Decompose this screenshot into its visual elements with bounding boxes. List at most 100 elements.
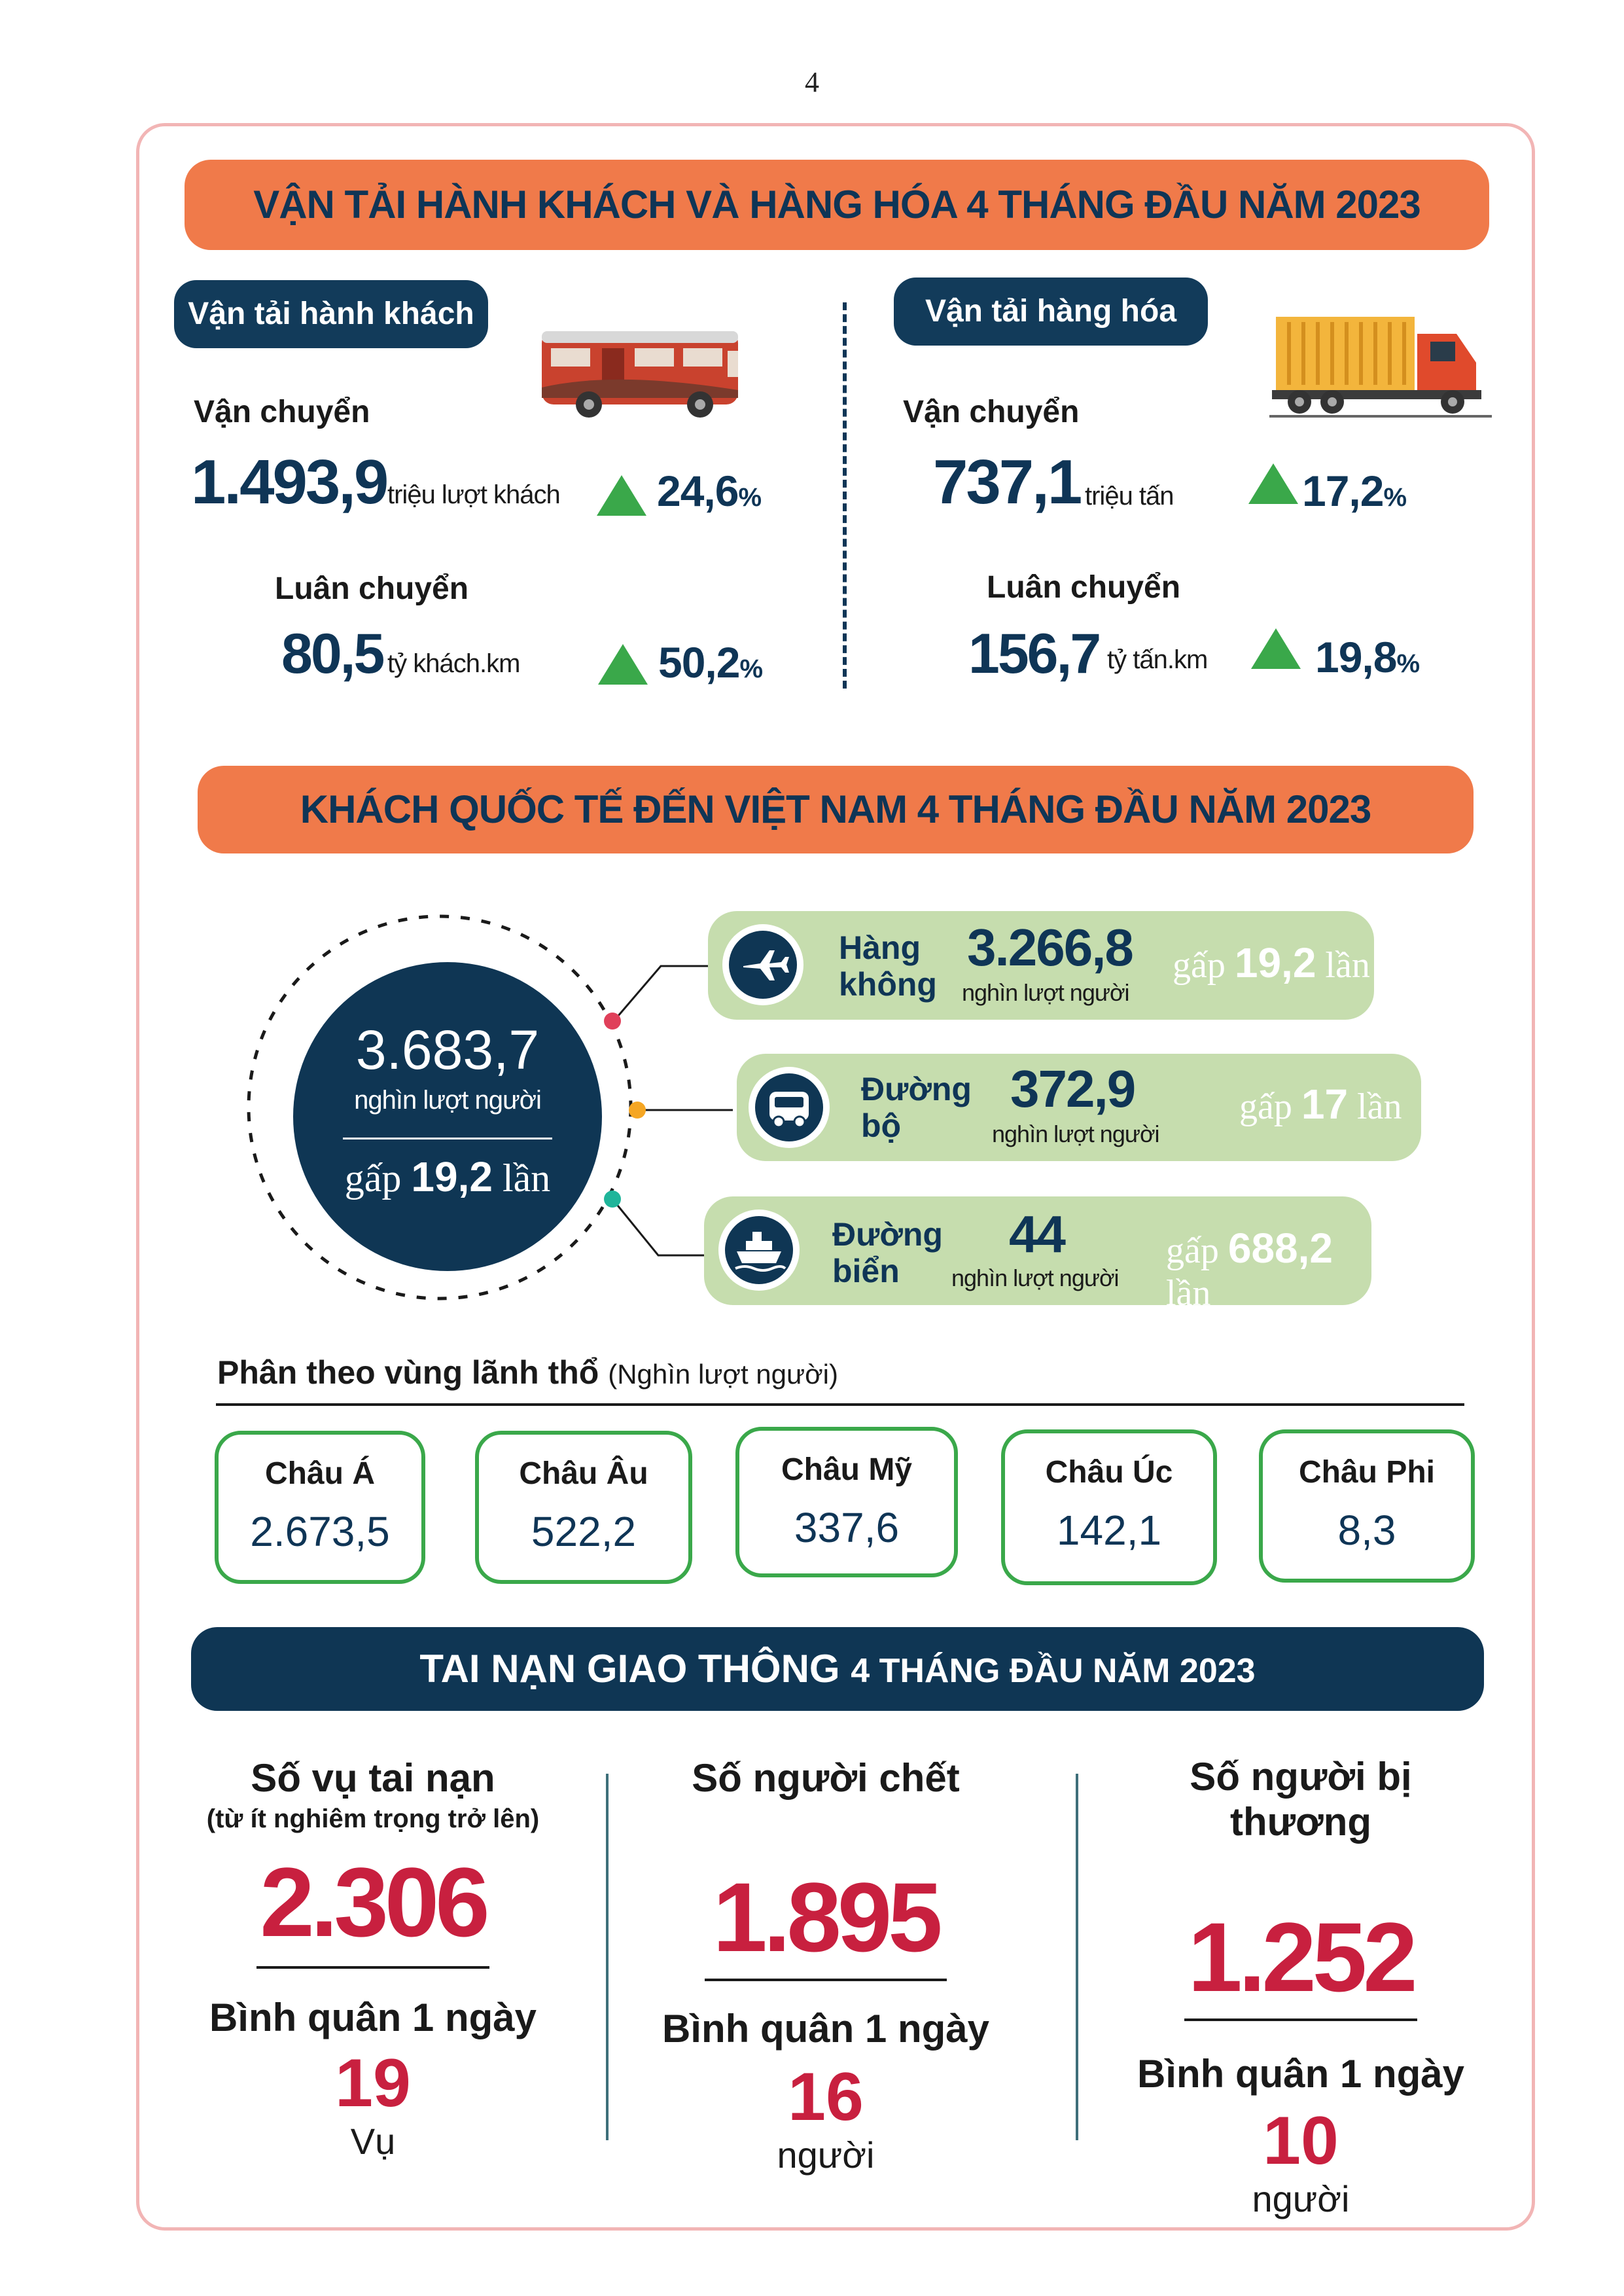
cargo-truck-icon bbox=[1269, 317, 1492, 418]
mode-name-line1: Hàng bbox=[839, 929, 921, 966]
accident-title: Số vụ tai nạn bbox=[251, 1756, 495, 1800]
mode-gap: gấp 19,2 lần bbox=[1173, 939, 1370, 987]
gap-value: 19,2 bbox=[1234, 939, 1316, 986]
region-name: Châu Á bbox=[265, 1456, 375, 1491]
regions-underline bbox=[216, 1403, 1464, 1406]
ship-icon bbox=[735, 1232, 786, 1272]
gap-suffix: lần bbox=[1166, 1273, 1211, 1314]
regions-heading: Phân theo vùng lãnh thổ (Nghìn lượt ngườ… bbox=[217, 1354, 838, 1391]
region-card-america: Châu Mỹ 337,6 bbox=[735, 1427, 958, 1577]
up-triangle-icon bbox=[1248, 463, 1298, 504]
mode-icon-bg bbox=[729, 931, 797, 999]
transport-title: VẬN TẢI HÀNH KHÁCH VÀ HÀNG HÓA 4 THÁNG Đ… bbox=[253, 183, 1421, 226]
airplane-icon bbox=[743, 950, 789, 980]
region-name: Châu Úc bbox=[1045, 1455, 1173, 1490]
mode-name: Đường bộ bbox=[861, 1071, 972, 1144]
cargo-transport-change: 17,2% bbox=[1302, 466, 1407, 516]
cargo-rotation-change-value: 19,8 bbox=[1315, 633, 1397, 681]
gap-suffix: lần bbox=[1325, 945, 1370, 986]
accidents-banner: TAI NẠN GIAO THÔNG 4 THÁNG ĐẦU NĂM 2023 bbox=[191, 1627, 1484, 1711]
up-triangle-icon bbox=[1251, 628, 1301, 669]
accident-value: 1.252 bbox=[1188, 1902, 1417, 2012]
visitors-total-circle: 3.683,7 nghìn lượt người gấp 19,2 lần bbox=[293, 962, 602, 1271]
mode-unit: nghìn lượt người bbox=[951, 1265, 1120, 1291]
region-value: 142,1 bbox=[1056, 1507, 1162, 1554]
mode-gap: gấp 688,2 lần bbox=[1166, 1224, 1371, 1314]
accident-avg-value: 10 bbox=[1263, 2103, 1339, 2179]
passenger-rotation-label: Luân chuyển bbox=[275, 571, 469, 606]
accident-avg-label: Bình quân 1 ngày bbox=[1137, 2052, 1465, 2096]
passenger-transport-change: 24,6% bbox=[657, 466, 762, 516]
road-dot bbox=[629, 1102, 646, 1119]
cargo-rotation-label: Luân chuyển bbox=[987, 570, 1181, 605]
passenger-rotation-change-value: 50,2 bbox=[658, 638, 740, 687]
cargo-transport-unit: triệu tấn bbox=[1085, 482, 1174, 511]
accident-subtitle: (từ ít nghiêm trọng trở lên) bbox=[206, 1804, 540, 1833]
accident-column-cases: Số vụ tai nạn (từ ít nghiêm trọng trở lê… bbox=[190, 1755, 556, 2162]
passenger-bus-icon bbox=[542, 331, 738, 418]
passenger-rotation-change: 50,2% bbox=[658, 637, 763, 687]
accident-avg-unit: người bbox=[1252, 2178, 1350, 2219]
accident-avg-value: 16 bbox=[788, 2059, 864, 2135]
passenger-transport-label: Vận chuyển bbox=[194, 395, 370, 429]
page-frame bbox=[136, 123, 1535, 2231]
passenger-rotation-value: 80,5 bbox=[281, 622, 385, 685]
gap-prefix: gấp bbox=[1239, 1086, 1292, 1127]
region-card-oceania: Châu Úc 142,1 bbox=[1001, 1429, 1217, 1585]
percent-sign: % bbox=[1396, 649, 1420, 678]
region-card-asia: Châu Á 2.673,5 bbox=[215, 1431, 425, 1584]
visitors-connector-graphic bbox=[247, 914, 733, 1300]
transport-banner: VẬN TẢI HÀNH KHÁCH VÀ HÀNG HÓA 4 THÁNG Đ… bbox=[185, 160, 1489, 250]
accident-avg-unit: Vụ bbox=[350, 2121, 396, 2162]
region-name: Châu Mỹ bbox=[781, 1452, 912, 1487]
mode-card-road: Đường bộ 372,9 nghìn lượt người gấp 17 l… bbox=[737, 1054, 1421, 1161]
region-value: 2.673,5 bbox=[250, 1508, 390, 1555]
gap-prefix: gấp bbox=[1173, 945, 1226, 986]
accident-title: Số người chết bbox=[692, 1756, 960, 1800]
mode-icon-bg bbox=[725, 1216, 793, 1284]
passenger-rotation-unit: tỷ khách.km bbox=[387, 649, 520, 678]
regions-title: Phân theo vùng lãnh thổ bbox=[217, 1354, 599, 1391]
cargo-transport-change-value: 17,2 bbox=[1302, 467, 1384, 515]
accident-avg-label: Bình quân 1 ngày bbox=[209, 1996, 537, 2039]
visitors-title: KHÁCH QUỐC TẾ ĐẾN VIỆT NAM 4 THÁNG ĐẦU N… bbox=[300, 787, 1371, 831]
cargo-rotation-change: 19,8% bbox=[1315, 632, 1420, 682]
cargo-pill: Vận tải hàng hóa bbox=[894, 278, 1208, 346]
region-value: 337,6 bbox=[794, 1504, 900, 1551]
passenger-transport-change-value: 24,6 bbox=[657, 467, 739, 515]
accident-title: Số người bị thương bbox=[1190, 1755, 1412, 1844]
sea-dot bbox=[604, 1191, 621, 1208]
section-divider bbox=[843, 302, 847, 689]
accident-value: 2.306 bbox=[260, 1847, 489, 1957]
region-card-europe: Châu Âu 522,2 bbox=[475, 1431, 692, 1584]
cargo-transport-label: Vận chuyển bbox=[903, 395, 1080, 429]
visitors-total-divider bbox=[343, 1138, 552, 1139]
gap-prefix: gấp bbox=[1166, 1230, 1219, 1271]
accident-avg-value: 19 bbox=[335, 2045, 411, 2121]
airplane-dot bbox=[604, 1013, 621, 1030]
mode-icon-bg bbox=[755, 1073, 823, 1141]
accidents-title-rest: 4 THÁNG ĐẦU NĂM 2023 bbox=[851, 1652, 1256, 1690]
passenger-pill: Vận tải hành khách bbox=[174, 280, 488, 348]
up-triangle-icon bbox=[597, 475, 646, 516]
accident-underline bbox=[705, 1979, 947, 1981]
gap-value: 17 bbox=[1301, 1081, 1349, 1128]
accidents-title-bold: TAI NẠN GIAO THÔNG bbox=[419, 1647, 840, 1691]
mode-gap: gấp 17 lần bbox=[1239, 1080, 1402, 1128]
accident-avg-label: Bình quân 1 ngày bbox=[662, 2007, 990, 2051]
mode-name-line1: Đường bbox=[861, 1071, 972, 1107]
mode-value: 3.266,8 bbox=[967, 918, 1134, 977]
gap-prefix: gấp bbox=[344, 1157, 402, 1200]
mode-card-air: Hàng không 3.266,8 nghìn lượt người gấp … bbox=[708, 911, 1374, 1020]
accident-column-deaths: Số người chết 1.895 Bình quân 1 ngày 16 … bbox=[643, 1755, 1009, 2176]
mode-icon-ring bbox=[718, 1210, 800, 1291]
mode-unit: nghìn lượt người bbox=[962, 979, 1130, 1006]
mode-name: Hàng không bbox=[839, 929, 937, 1003]
accident-underline bbox=[1184, 2018, 1417, 2021]
region-card-africa: Châu Phi 8,3 bbox=[1259, 1429, 1475, 1583]
mode-name-line2: bộ bbox=[861, 1107, 902, 1144]
region-name: Châu Phi bbox=[1298, 1455, 1435, 1490]
visitors-total-value: 3.683,7 bbox=[355, 1019, 540, 1081]
passenger-transport-unit: triệu lượt khách bbox=[387, 480, 561, 509]
accident-column-injured: Số người bị thương 1.252 Bình quân 1 ngà… bbox=[1118, 1754, 1484, 2220]
